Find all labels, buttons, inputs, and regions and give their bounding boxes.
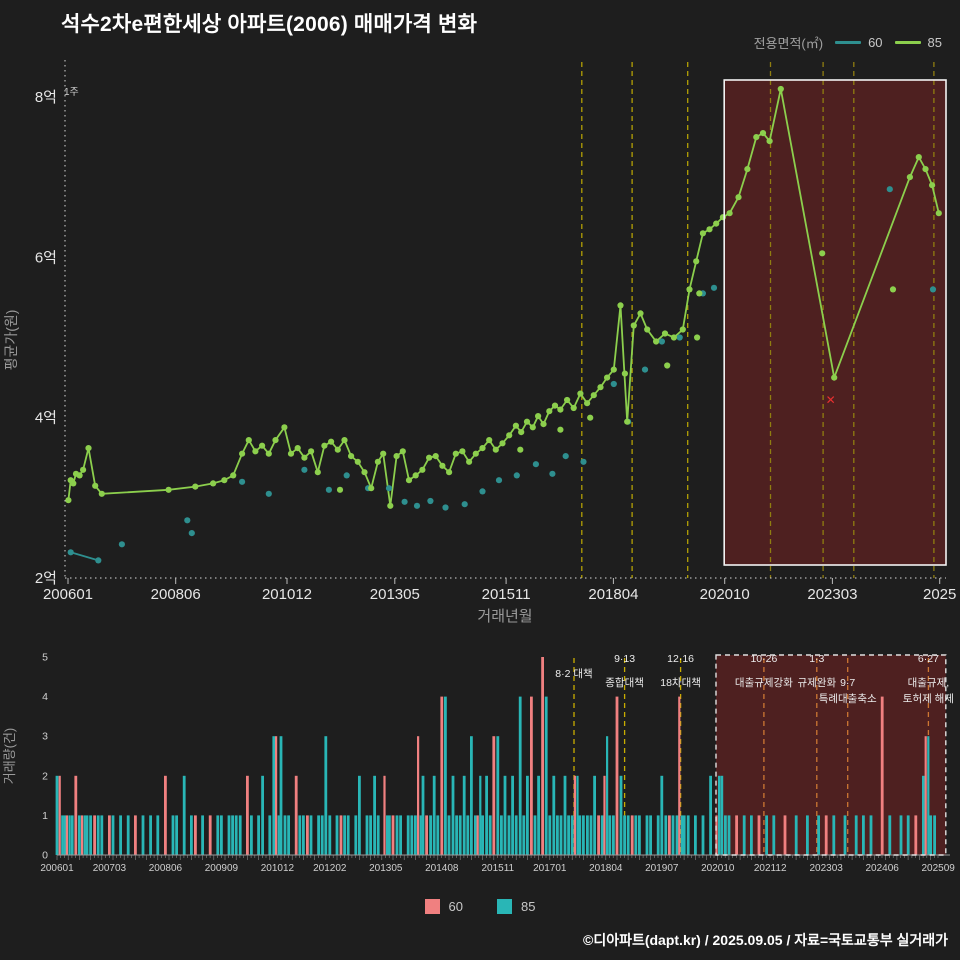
policy-annotation: 종합대책 <box>605 677 644 689</box>
x-tick-label: 201305 <box>370 586 420 603</box>
x-tick-label: 201202 <box>313 863 347 874</box>
y-tick-label: 3 <box>42 731 48 743</box>
series-legend-85[interactable]: 85 <box>497 899 535 914</box>
swatch-85-icon <box>497 899 512 914</box>
x-tick-label: 200909 <box>205 863 239 874</box>
volume-y-axis-title: 거래량(건) <box>2 728 17 785</box>
x-tick-label: 200806 <box>149 863 183 874</box>
credit-text: ©디아파트(dapt.kr) / 2025.09.05 / 자료=국토교통부 실… <box>583 932 948 948</box>
x-tick-label: 200703 <box>93 863 127 874</box>
price-x-axis-title: 거래년월 <box>477 608 532 625</box>
series-60-label: 60 <box>448 899 463 914</box>
x-tick-label: 202303 <box>807 586 857 603</box>
y-tick-label: 4 <box>42 691 48 703</box>
x-tick-label: 201012 <box>261 863 295 874</box>
page-title: 석수2차e편한세상 아파트(2006) 매매가격 변화 <box>61 13 478 36</box>
x-tick-label: 201804 <box>588 586 638 603</box>
series-60-points <box>67 186 937 564</box>
policy-annotation: 대출규제강화 <box>735 677 793 689</box>
x-tick-label: 201511 <box>481 863 514 874</box>
policy-annotation: 토허제 해제 <box>903 692 954 705</box>
price-y-axis-title: 평균가(원) <box>3 310 19 371</box>
x-tick-label: 201907 <box>645 863 679 874</box>
policy-annotation: 12·16 <box>667 653 694 665</box>
area-legend-label: 전용면적(㎡) <box>753 36 824 51</box>
x-tick-label: 201701 <box>533 863 567 874</box>
policy-annotation: 대출규제, <box>908 677 950 689</box>
x-tick-label: 201305 <box>369 863 403 874</box>
swatch-60-icon <box>424 899 440 914</box>
highlight-region-border <box>723 79 947 566</box>
policy-annotation: 1·3 <box>809 653 824 665</box>
legend-item-60[interactable]: 60 <box>835 35 883 50</box>
volume-bars <box>55 657 936 855</box>
y-tick-label: 5 <box>42 652 48 664</box>
x-tick-label: 200601 <box>40 863 74 874</box>
highlight-region <box>724 80 946 565</box>
period-note: 1주 <box>64 87 79 98</box>
x-tick-label: 202010 <box>701 863 735 874</box>
y-tick-label: 0 <box>42 850 48 862</box>
y-tick-label: 8억 <box>35 89 57 106</box>
policy-annotation: 9·13 <box>614 653 635 665</box>
series-85-points <box>65 85 942 509</box>
legend-85-label: 85 <box>927 35 942 50</box>
policy-annotation: 10·26 <box>750 653 777 665</box>
x-tick-label: 202303 <box>810 863 844 874</box>
x-tick-label: 201012 <box>262 586 312 603</box>
y-tick-label: 2억 <box>35 570 57 587</box>
x-tick-label: 202406 <box>866 863 900 874</box>
series-85-line <box>67 88 940 506</box>
policy-annotation: 특례대출축소 <box>819 693 877 705</box>
policy-annotation: 9·7 <box>840 677 855 689</box>
series-85-label: 85 <box>521 899 536 914</box>
x-tick-label: 201511 <box>482 586 531 603</box>
x-tick-label: 202509 <box>922 863 956 874</box>
series-legend-60[interactable]: 60 <box>424 899 463 914</box>
cancelled-deal-marker: ✕ <box>826 393 836 407</box>
line-swatch-85-icon <box>894 41 921 44</box>
legend-item-85[interactable]: 85 <box>894 35 942 50</box>
policy-annotation: 6·27 <box>918 653 939 665</box>
y-tick-label: 6억 <box>35 249 57 266</box>
x-tick-label: 201804 <box>589 863 623 874</box>
series-legend: 60 85 <box>0 899 960 914</box>
policy-annotation: 규제완화 <box>797 676 836 689</box>
x-tick-label: 201408 <box>425 863 459 874</box>
area-legend: 전용면적(㎡) 60 85 <box>754 33 942 52</box>
x-tick-label: 2025 <box>923 586 956 603</box>
volume-chart: 200601 200703 200806 200909 201012 201202 2013… <box>0 650 960 882</box>
policy-annotation: 18차대책 <box>660 677 701 689</box>
x-tick-label: 200806 <box>151 586 201 603</box>
x-tick-label: 200601 <box>43 586 93 603</box>
series-60-line <box>70 551 99 562</box>
month-ticks <box>56 855 939 860</box>
legend-60-label: 60 <box>868 35 883 50</box>
price-chart: ✕ 200601 200806 201012 201305 201511 201804 202… <box>0 50 960 630</box>
policy-annotation: 8·2 대책 <box>555 668 592 680</box>
y-tick-label: 1 <box>42 810 48 822</box>
y-tick-label: 4억 <box>35 410 57 427</box>
x-tick-label: 202112 <box>754 863 787 874</box>
line-swatch-60-icon <box>835 41 862 44</box>
x-tick-label: 202010 <box>700 586 750 603</box>
y-tick-label: 2 <box>42 770 48 782</box>
highlight-region-border <box>715 654 947 856</box>
